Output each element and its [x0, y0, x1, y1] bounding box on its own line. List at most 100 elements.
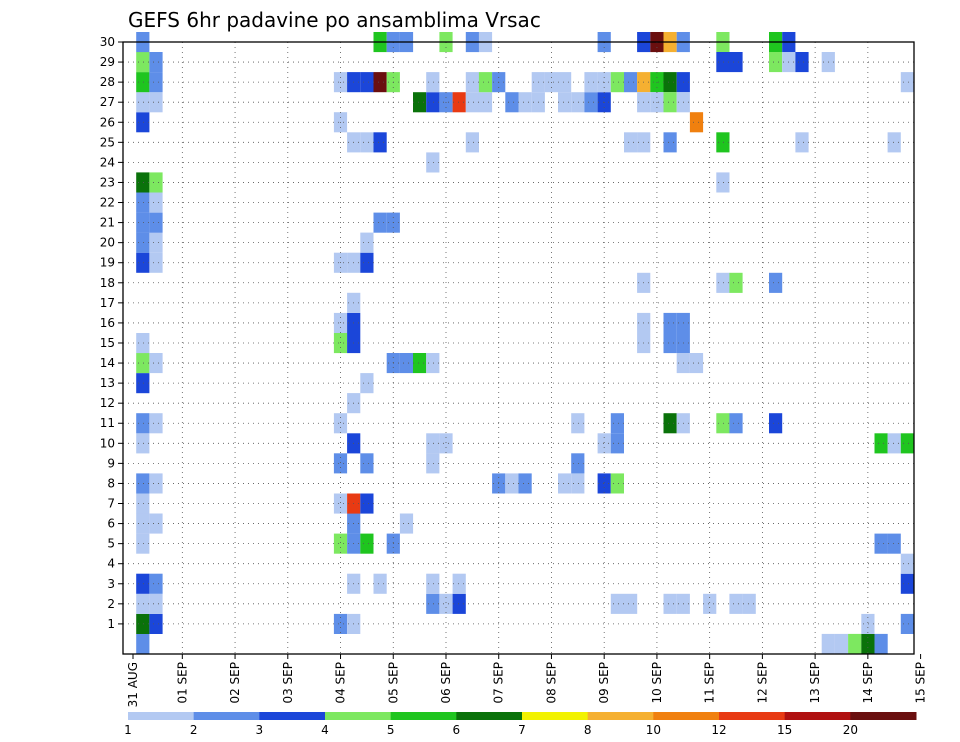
heatmap-cell: [716, 272, 730, 293]
heatmap-cell: [136, 473, 150, 494]
heatmap-cell: [149, 593, 163, 614]
colorbar-label: 5: [387, 723, 395, 737]
heatmap-cell: [663, 413, 677, 434]
heatmap-cell: [136, 513, 150, 534]
y-tick-label: 26: [100, 115, 115, 129]
colorbar-swatch: [587, 712, 654, 720]
heatmap-cell: [452, 573, 466, 594]
heatmap-cell: [505, 92, 519, 113]
colorbar-label: 8: [584, 723, 592, 737]
heatmap-cell: [452, 593, 466, 614]
y-tick-label: 17: [100, 296, 115, 310]
x-tick-label: 11 SEP: [703, 662, 717, 704]
heatmap-cell: [136, 373, 150, 394]
x-tick-label: 13 SEP: [808, 662, 822, 704]
heatmap-cell: [149, 192, 163, 213]
colorbar-label: 3: [256, 723, 264, 737]
y-tick-label: 20: [100, 236, 115, 250]
heatmap-cell: [136, 232, 150, 253]
heatmap-cell: [426, 453, 440, 474]
heatmap-cell: [399, 513, 414, 534]
heatmap-cell: [571, 473, 585, 494]
heatmap-cell: [795, 52, 809, 73]
heatmap-cell: [149, 172, 163, 193]
heatmap-cell: [333, 533, 348, 554]
heatmap-cell: [887, 433, 901, 454]
y-tick-label: 18: [100, 276, 115, 290]
heatmap-cell: [426, 72, 440, 93]
colorbar-label: 20: [843, 723, 858, 737]
y-axis-ticks: 1234567891011121314151617181920212223242…: [100, 35, 123, 631]
heatmap-cell: [149, 52, 163, 73]
heatmap-cell: [558, 92, 572, 113]
x-tick-label: 08 SEP: [544, 662, 558, 704]
heatmap-cell: [426, 152, 440, 173]
heatmap-cell: [663, 72, 677, 93]
colorbar-swatch: [456, 712, 523, 720]
chart-title: GEFS 6hr padavine po ansamblima Vrsac: [128, 8, 541, 32]
heatmap-cell: [333, 413, 348, 434]
heatmap-cell: [360, 373, 374, 394]
heatmap-cell: [597, 473, 611, 494]
heatmap-cell: [558, 473, 572, 494]
y-tick-label: 24: [100, 155, 115, 169]
heatmap-cell: [861, 633, 875, 654]
heatmap-cell: [795, 132, 809, 153]
heatmap-cell: [136, 112, 150, 133]
heatmap-cell: [874, 633, 888, 654]
heatmap-cell: [584, 92, 598, 113]
x-tick-label: 02 SEP: [228, 662, 242, 704]
colorbar-swatch: [259, 712, 326, 720]
heatmap-cell: [584, 72, 598, 93]
heatmap-cell: [900, 553, 914, 574]
heatmap-cell: [716, 52, 730, 73]
heatmap-cell: [742, 593, 756, 614]
heatmap-cell: [900, 573, 914, 594]
heatmap-cell: [373, 72, 387, 93]
x-tick-label: 04 SEP: [334, 662, 348, 704]
y-tick-label: 9: [107, 456, 115, 470]
heatmap-cell: [663, 333, 677, 354]
colorbar-swatch: [390, 712, 457, 720]
heatmap-cell: [610, 413, 624, 434]
heatmap-cell: [413, 353, 427, 374]
colorbar-label: 6: [453, 723, 461, 737]
x-tick-label: 01 SEP: [175, 662, 189, 704]
heatmap-cell: [703, 593, 717, 614]
heatmap-cell: [333, 453, 348, 474]
heatmap-cell: [439, 593, 453, 614]
heatmap-cell: [505, 473, 519, 494]
heatmap-cell: [333, 333, 348, 354]
heatmap-cell: [149, 92, 163, 113]
grid-lines: [123, 41, 914, 654]
heatmap-cell: [834, 633, 849, 654]
heatmap-cell: [136, 413, 150, 434]
y-tick-label: 5: [107, 537, 115, 551]
heatmap-cell: [360, 493, 374, 514]
heatmap-cell: [769, 52, 783, 73]
heatmap-cell: [136, 433, 150, 454]
y-tick-label: 1: [107, 617, 115, 631]
x-tick-label: 12 SEP: [755, 662, 769, 704]
heatmap-cell: [149, 232, 163, 253]
heatmap-cell: [136, 52, 150, 73]
y-tick-label: 30: [100, 35, 115, 49]
x-tick-label: 15 SEP: [914, 662, 928, 704]
y-tick-label: 14: [100, 356, 115, 370]
y-tick-label: 4: [107, 557, 115, 571]
y-tick-label: 15: [100, 336, 115, 350]
heatmap-cell: [689, 353, 704, 374]
heatmap-cell: [413, 92, 427, 113]
heatmap-cell: [426, 433, 440, 454]
heatmap-cell: [136, 333, 150, 354]
heatmap-cell: [716, 172, 730, 193]
colorbar-label: 1: [124, 723, 132, 737]
heatmap-cell: [900, 72, 914, 93]
heatmap-cell: [874, 533, 888, 554]
colorbar: 1 2 3 4 5 6 7 8 10 12 15 20: [124, 712, 917, 737]
heatmap-cell: [769, 413, 783, 434]
colorbar-swatch: [850, 712, 917, 720]
heatmap-cell: [663, 132, 677, 153]
heatmap-cell: [426, 353, 440, 374]
